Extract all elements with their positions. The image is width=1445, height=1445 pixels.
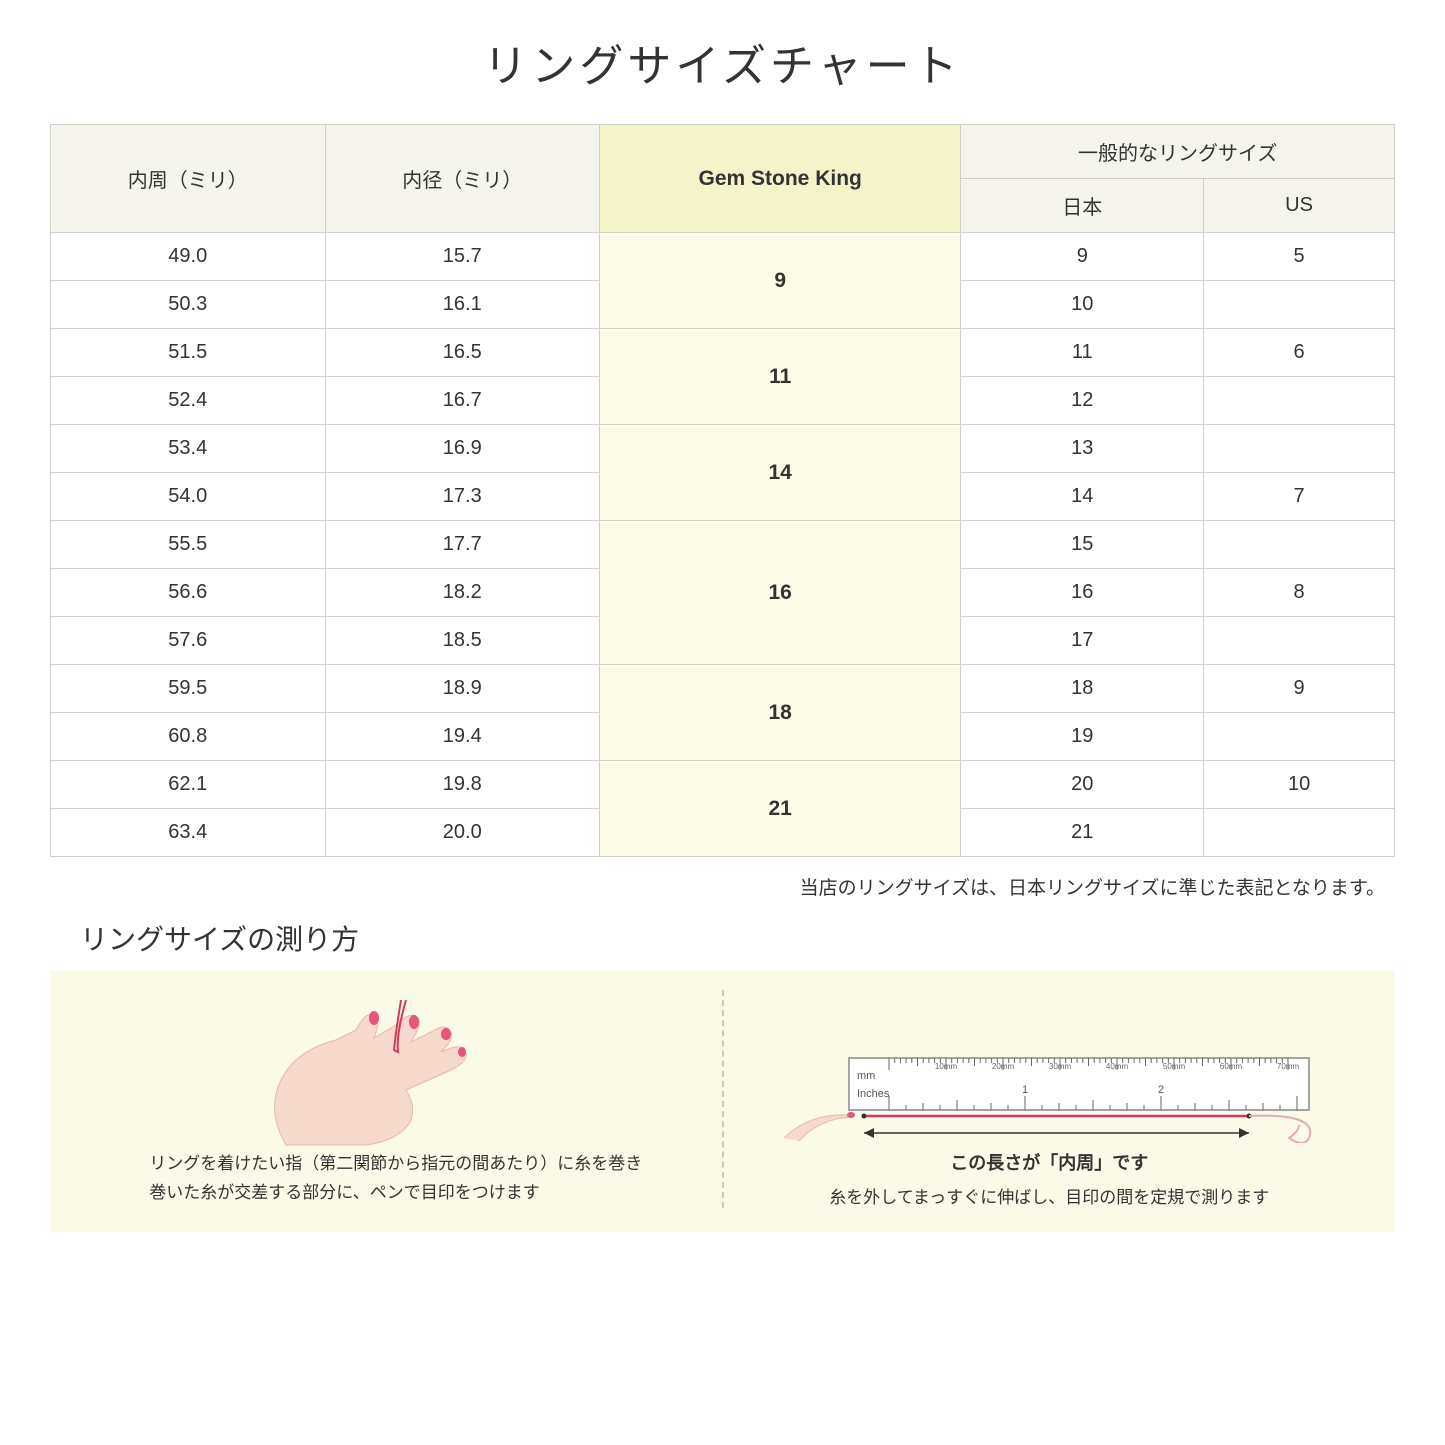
svg-text:40mm: 40mm xyxy=(1106,1062,1129,1071)
cell-diameter: 19.4 xyxy=(325,713,600,761)
cell-japan: 16 xyxy=(961,569,1204,617)
cell-us xyxy=(1204,521,1395,569)
cell-japan: 21 xyxy=(961,809,1204,857)
svg-text:30mm: 30mm xyxy=(1049,1062,1072,1071)
cell-circumference: 59.5 xyxy=(51,665,326,713)
cell-japan: 10 xyxy=(961,281,1204,329)
length-label: この長さが「内周」です xyxy=(950,1149,1148,1175)
cell-us xyxy=(1204,281,1395,329)
cell-gsk: 16 xyxy=(600,521,961,665)
cell-japan: 12 xyxy=(961,377,1204,425)
size-chart-table: 内周（ミリ） 内径（ミリ） Gem Stone King 一般的なリングサイズ … xyxy=(50,124,1395,857)
cell-circumference: 56.6 xyxy=(51,569,326,617)
cell-us: 8 xyxy=(1204,569,1395,617)
cell-diameter: 18.5 xyxy=(325,617,600,665)
col-gsk: Gem Stone King xyxy=(600,125,961,233)
cell-japan: 17 xyxy=(961,617,1204,665)
cell-circumference: 52.4 xyxy=(51,377,326,425)
measure-left-text: リングを着けたい指（第二関節から指元の間あたり）に糸を巻き巻いた糸が交差する部分… xyxy=(149,1150,642,1208)
cell-us: 5 xyxy=(1204,233,1395,281)
cell-diameter: 17.7 xyxy=(325,521,600,569)
cell-us xyxy=(1204,809,1395,857)
cell-diameter: 16.5 xyxy=(325,329,600,377)
cell-diameter: 17.3 xyxy=(325,473,600,521)
cell-gsk: 11 xyxy=(600,329,961,425)
cell-circumference: 53.4 xyxy=(51,425,326,473)
cell-us xyxy=(1204,617,1395,665)
cell-japan: 11 xyxy=(961,329,1204,377)
col-japan: 日本 xyxy=(961,179,1204,233)
ruler-icon: mm Inches 10mm 20mm 30mm 40mm 50mm 60mm 70mm 1 2 xyxy=(779,1053,1319,1143)
measure-title: リングサイズの測り方 xyxy=(80,918,1395,958)
svg-text:50mm: 50mm xyxy=(1163,1062,1186,1071)
cell-us xyxy=(1204,713,1395,761)
col-diameter: 内径（ミリ） xyxy=(325,125,600,233)
svg-text:20mm: 20mm xyxy=(992,1062,1015,1071)
table-row: 59.518.918189 xyxy=(51,665,1395,713)
cell-diameter: 19.8 xyxy=(325,761,600,809)
measure-step-1: リングを着けたい指（第二関節から指元の間あたり）に糸を巻き巻いた糸が交差する部分… xyxy=(80,990,712,1208)
measure-step-2: mm Inches 10mm 20mm 30mm 40mm 50mm 60mm 70mm 1 2… xyxy=(734,990,1366,1208)
cell-diameter: 16.1 xyxy=(325,281,600,329)
cell-diameter: 18.9 xyxy=(325,665,600,713)
inches-label: Inches xyxy=(857,1088,890,1100)
cell-us: 7 xyxy=(1204,473,1395,521)
cell-japan: 20 xyxy=(961,761,1204,809)
cell-diameter: 18.2 xyxy=(325,569,600,617)
svg-text:2: 2 xyxy=(1158,1084,1164,1096)
cell-circumference: 60.8 xyxy=(51,713,326,761)
cell-us xyxy=(1204,377,1395,425)
cell-japan: 13 xyxy=(961,425,1204,473)
cell-circumference: 51.5 xyxy=(51,329,326,377)
cell-japan: 18 xyxy=(961,665,1204,713)
cell-circumference: 55.5 xyxy=(51,521,326,569)
cell-us: 10 xyxy=(1204,761,1395,809)
cell-us: 6 xyxy=(1204,329,1395,377)
cell-circumference: 54.0 xyxy=(51,473,326,521)
table-row: 55.517.71615 xyxy=(51,521,1395,569)
col-circumference: 内周（ミリ） xyxy=(51,125,326,233)
cell-diameter: 20.0 xyxy=(325,809,600,857)
svg-text:1: 1 xyxy=(1022,1084,1028,1096)
measure-box: リングを着けたい指（第二関節から指元の間あたり）に糸を巻き巻いた糸が交差する部分… xyxy=(50,970,1395,1232)
page-title: リングサイズチャート xyxy=(50,30,1395,94)
col-general: 一般的なリングサイズ xyxy=(961,125,1395,179)
cell-japan: 15 xyxy=(961,521,1204,569)
cell-diameter: 16.9 xyxy=(325,425,600,473)
cell-circumference: 57.6 xyxy=(51,617,326,665)
svg-text:70mm: 70mm xyxy=(1277,1062,1300,1071)
col-us: US xyxy=(1204,179,1395,233)
cell-japan: 19 xyxy=(961,713,1204,761)
cell-circumference: 62.1 xyxy=(51,761,326,809)
cell-us: 9 xyxy=(1204,665,1395,713)
cell-circumference: 49.0 xyxy=(51,233,326,281)
table-row: 62.119.8212010 xyxy=(51,761,1395,809)
cell-gsk: 21 xyxy=(600,761,961,857)
measure-right-text: 糸を外してまっすぐに伸ばし、目印の間を定規で測ります xyxy=(829,1183,1269,1208)
cell-us xyxy=(1204,425,1395,473)
mm-label: mm xyxy=(857,1070,875,1082)
divider xyxy=(722,990,724,1208)
cell-gsk: 14 xyxy=(600,425,961,521)
svg-text:10mm: 10mm xyxy=(935,1062,958,1071)
table-row: 53.416.91413 xyxy=(51,425,1395,473)
cell-japan: 14 xyxy=(961,473,1204,521)
cell-gsk: 18 xyxy=(600,665,961,761)
cell-diameter: 16.7 xyxy=(325,377,600,425)
cell-japan: 9 xyxy=(961,233,1204,281)
size-note: 当店のリングサイズは、日本リングサイズに準じた表記となります。 xyxy=(50,873,1395,900)
cell-circumference: 50.3 xyxy=(51,281,326,329)
cell-gsk: 9 xyxy=(600,233,961,329)
cell-diameter: 15.7 xyxy=(325,233,600,281)
hand-thread-icon xyxy=(246,990,546,1150)
table-row: 51.516.511116 xyxy=(51,329,1395,377)
svg-text:60mm: 60mm xyxy=(1220,1062,1243,1071)
cell-circumference: 63.4 xyxy=(51,809,326,857)
table-row: 49.015.7995 xyxy=(51,233,1395,281)
